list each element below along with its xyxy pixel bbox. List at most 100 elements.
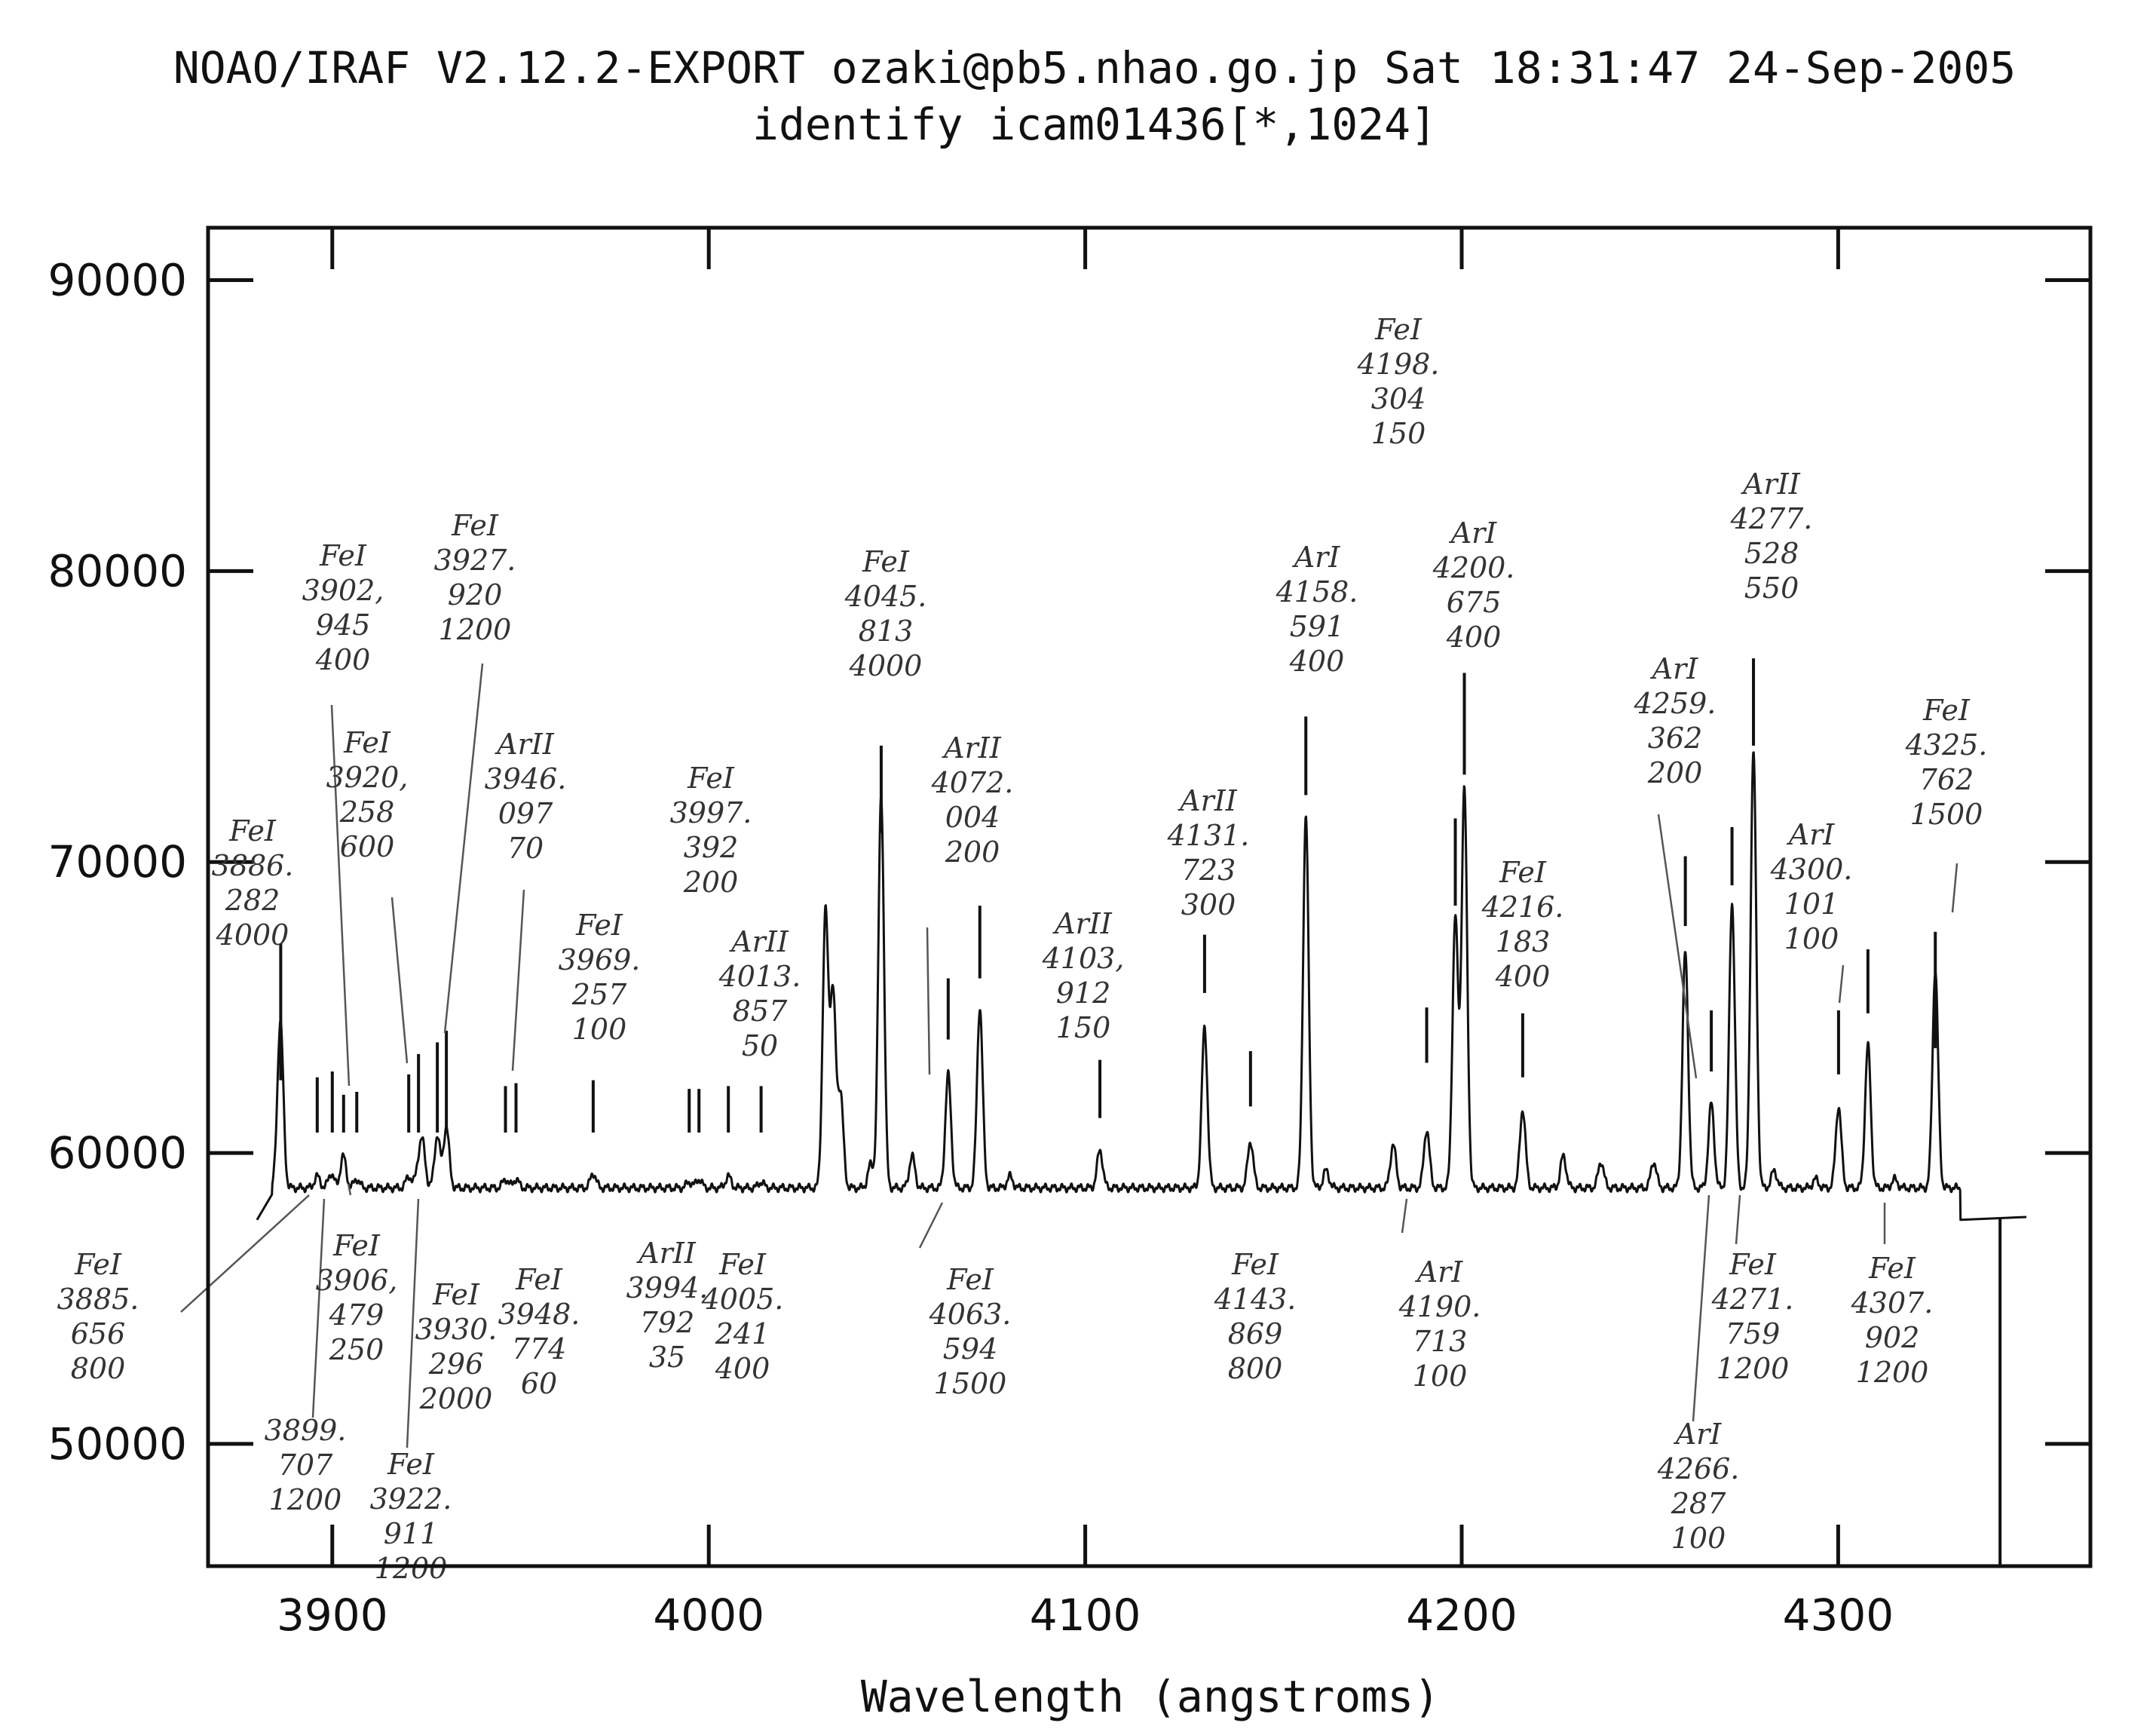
annotation-line: 3946. [485, 762, 567, 795]
annotation-line: 857 [733, 995, 788, 1028]
annotation-line: 3930. [415, 1313, 498, 1346]
annotation-line: 4266. [1657, 1452, 1740, 1485]
annotation-line: ArII [1052, 907, 1113, 940]
annotation-arrow [347, 1183, 352, 1196]
line-id-annotation: ArII 4013. 857 50 [718, 925, 801, 1062]
line-id-annotation: ArI 4158. 591 400 [1276, 541, 1358, 678]
annotation-line: 3886. [212, 849, 294, 882]
annotation-line: 528 [1744, 537, 1799, 570]
annotation-line: 3902, [302, 574, 384, 607]
annotation-line: 600 [340, 830, 395, 863]
annotation-line: 300 [1181, 888, 1236, 921]
annotation-line: 1200 [1717, 1352, 1790, 1385]
line-id-annotation: FeI 4143. 869 800 [1214, 1248, 1297, 1385]
annotation-line: ArII [495, 728, 555, 761]
line-id-annotation: FeI 4325. 762 1500 [1905, 694, 1988, 831]
spectrum-trace [256, 751, 2027, 1566]
annotation-line: 150 [1056, 1011, 1111, 1044]
annotation-line: FeI [387, 1448, 435, 1481]
annotation-line: 257 [571, 978, 627, 1011]
line-id-annotation: FeI 4005. 241 400 [701, 1248, 784, 1385]
annotation-line: 400 [1446, 621, 1502, 654]
annotation-line: 250 [329, 1333, 384, 1366]
line-id-annotation: ArII 3994. 792 35 [626, 1237, 709, 1374]
annotation-line: 2000 [419, 1382, 493, 1415]
line-id-annotation: ArI 4190. 713 100 [1398, 1255, 1481, 1393]
annotation-arrow [1838, 964, 1845, 1004]
line-id-annotation: ArII 4277. 528 550 [1730, 467, 1813, 605]
annotation-line: 4190. [1398, 1290, 1481, 1323]
x-tick-label: 3900 [277, 1589, 388, 1641]
annotation-line: 4198. [1357, 348, 1440, 381]
annotation-line: ArI [1650, 652, 1699, 685]
line-id-annotation: FeI 3886. 282 4000 [212, 814, 294, 952]
annotation-line: ArII [1741, 467, 1801, 501]
annotation-arrow [1657, 814, 1698, 1079]
annotation-arrow [1692, 1194, 1710, 1422]
annotation-line: 550 [1744, 572, 1799, 605]
annotation-line: 150 [1371, 417, 1426, 450]
annotation-line: 4000 [216, 918, 289, 952]
annotation-line: 4271. [1711, 1283, 1794, 1316]
y-tick-label: 80000 [47, 545, 187, 596]
annotation-line: FeI [1922, 694, 1971, 727]
line-id-annotation: FeI 4045. 813 4000 [844, 545, 927, 682]
annotation-line: FeI [718, 1248, 767, 1281]
x-tick-label: 4300 [1783, 1589, 1894, 1641]
y-tick-label: 50000 [47, 1418, 187, 1470]
annotation-line: FeI [1374, 313, 1423, 346]
annotation-line: ArI [1449, 517, 1498, 550]
annotation-line: ArI [1787, 818, 1836, 851]
annotation-line: 183 [1496, 925, 1551, 958]
annotation-line: 392 [684, 831, 739, 864]
plot-frame [206, 225, 2093, 1568]
annotation-arrow [330, 704, 351, 1087]
annotation-line: FeI [1231, 1248, 1279, 1281]
annotation-line: 3906, [316, 1264, 398, 1297]
annotation-line: 282 [225, 884, 280, 917]
annotation-line: 287 [1671, 1487, 1726, 1520]
x-tick-label: 4100 [1030, 1589, 1141, 1641]
annotation-line: 3994. [626, 1271, 709, 1304]
annotation-line: 70 [507, 832, 544, 865]
line-id-annotation: FeI 4198. 304 150 [1357, 313, 1440, 450]
annotation-line: FeI [319, 539, 367, 572]
annotation-line: FeI [432, 1278, 480, 1311]
annotation-line: 4103, [1042, 942, 1125, 975]
annotation-line: 945 [316, 608, 371, 642]
annotation-arrows [180, 663, 1958, 1448]
annotation-line: 400 [1495, 960, 1551, 993]
annotation-line: 4259. [1634, 687, 1717, 720]
line-id-annotation: FeI 3997. 392 200 [670, 762, 752, 899]
line-id-annotation: ArII 4072. 004 200 [931, 731, 1014, 869]
line-id-annotation: FeI 3885. 656 800 [57, 1248, 139, 1385]
annotation-line: 1200 [269, 1483, 342, 1516]
annotation-line: 774 [512, 1332, 567, 1366]
annotation-line: 912 [1056, 976, 1111, 1010]
annotation-line: FeI [74, 1248, 122, 1281]
annotation-line: FeI [1868, 1252, 1916, 1285]
line-id-annotation: FeI 3927. 920 1200 [434, 509, 516, 646]
annotation-line: FeI [343, 726, 391, 759]
annotation-line: 400 [315, 643, 371, 676]
line-id-annotation: FeI 3969. 257 100 [559, 909, 641, 1046]
annotation-line: FeI [515, 1263, 563, 1296]
annotation-line: 004 [945, 801, 1000, 834]
annotation-line: 920 [448, 578, 503, 612]
annotation-line: 296 [428, 1347, 484, 1381]
line-id-annotation: 3899. 707 1200 [265, 1414, 347, 1516]
annotation-line: FeI [228, 814, 277, 848]
annotation-arrow [926, 927, 931, 1075]
annotation-line: 813 [859, 615, 914, 648]
annotation-line: 4063. [929, 1298, 1012, 1331]
annotation-line: 479 [329, 1298, 384, 1332]
line-id-annotation: FeI 3930. 296 2000 [415, 1278, 498, 1415]
line-id-annotation: ArI 4266. 287 100 [1657, 1418, 1740, 1555]
annotation-line: 3948. [498, 1298, 580, 1331]
annotation-line: ArI [1292, 541, 1341, 574]
annotation-line: 4013. [718, 960, 801, 993]
annotation-line: 35 [649, 1341, 685, 1374]
annotation-line: 3899. [265, 1414, 347, 1447]
annotation-line: 200 [683, 866, 739, 899]
annotation-line: 400 [1289, 645, 1345, 678]
